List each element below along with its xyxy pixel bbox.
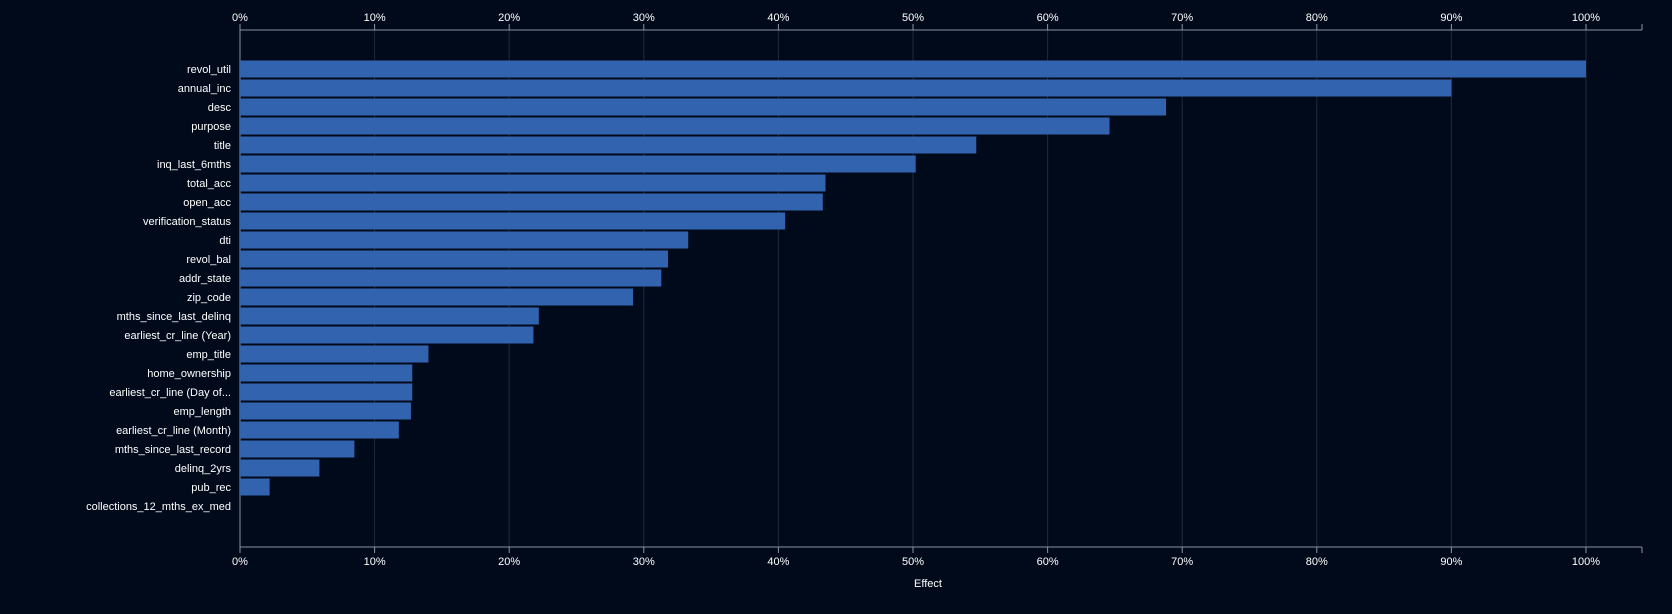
category-label: mths_since_last_record [115, 444, 231, 456]
top-tick-label: 10% [364, 12, 386, 24]
top-tick-label: 20% [498, 12, 520, 24]
category-label: desc [208, 102, 232, 114]
bar[interactable] [240, 136, 977, 154]
top-tick-label: 100% [1572, 12, 1600, 24]
bottom-tick-label: 60% [1037, 556, 1059, 568]
bottom-tick-label: 90% [1440, 556, 1462, 568]
category-label: pub_rec [191, 482, 231, 494]
category-label: revol_util [187, 64, 231, 76]
top-tick-label: 90% [1440, 12, 1462, 24]
category-label: inq_last_6mths [157, 159, 231, 171]
category-label: earliest_cr_line (Day of... [109, 387, 231, 399]
bottom-tick-label: 20% [498, 556, 520, 568]
category-label: purpose [191, 121, 231, 133]
bar[interactable] [240, 174, 826, 192]
category-label: zip_code [187, 292, 231, 304]
top-tick-label: 50% [902, 12, 924, 24]
bottom-tick-label: 100% [1572, 556, 1600, 568]
category-label: open_acc [183, 197, 231, 209]
category-label: verification_status [143, 216, 232, 228]
category-label: mths_since_last_delinq [117, 311, 231, 323]
category-label: dti [219, 235, 231, 247]
x-axis-title: Effect [914, 578, 942, 590]
bar[interactable] [240, 212, 786, 230]
category-label: emp_title [186, 349, 231, 361]
category-label: total_acc [187, 178, 232, 190]
gridlines [239, 30, 1587, 547]
bar[interactable] [240, 155, 916, 173]
bottom-tick-label: 10% [364, 556, 386, 568]
top-tick-label: 40% [767, 12, 789, 24]
bar[interactable] [240, 98, 1167, 116]
category-label: delinq_2yrs [175, 463, 232, 475]
bottom-tick-label: 30% [633, 556, 655, 568]
category-label: title [214, 140, 231, 152]
bar[interactable] [240, 402, 411, 420]
top-tick-label: 60% [1037, 12, 1059, 24]
bar[interactable] [240, 79, 1452, 97]
bar[interactable] [240, 250, 669, 268]
bar[interactable] [240, 231, 689, 249]
bottom-tick-label: 40% [767, 556, 789, 568]
bottom-tick-label: 50% [902, 556, 924, 568]
bar[interactable] [240, 383, 413, 401]
bar[interactable] [240, 421, 399, 439]
top-tick-label: 30% [633, 12, 655, 24]
bottom-tick-label: 0% [232, 556, 248, 568]
bar[interactable] [240, 60, 1586, 78]
bar[interactable] [240, 117, 1110, 135]
bar[interactable] [240, 364, 413, 382]
bar[interactable] [240, 440, 355, 458]
bottom-axis-ticks: 0% 10% 20% 30% 40% 50% 60% 70% 80% 90% 100% [232, 547, 1643, 568]
bar[interactable] [240, 269, 662, 287]
bar[interactable] [240, 459, 320, 477]
bar[interactable] [240, 326, 534, 344]
category-label: revol_bal [186, 254, 231, 266]
bar[interactable] [240, 288, 634, 306]
bottom-tick-label: 80% [1306, 556, 1328, 568]
bar[interactable] [240, 307, 539, 325]
top-tick-label: 0% [232, 12, 248, 24]
top-tick-label: 70% [1171, 12, 1193, 24]
category-label: earliest_cr_line (Year) [124, 330, 231, 342]
bar[interactable] [240, 345, 429, 363]
category-label: emp_length [174, 406, 232, 418]
category-label: annual_inc [178, 83, 232, 95]
bottom-tick-label: 70% [1171, 556, 1193, 568]
category-label: addr_state [179, 273, 231, 285]
top-axis-ticks: 0% 10% 20% 30% 40% 50% 60% 70% 80% 90% 100% [232, 12, 1643, 30]
category-label: earliest_cr_line (Month) [116, 425, 231, 437]
bar[interactable] [240, 193, 823, 211]
bar[interactable] [240, 478, 270, 496]
bars [240, 60, 1586, 496]
category-label: collections_12_mths_ex_med [86, 501, 231, 513]
top-tick-label: 80% [1306, 12, 1328, 24]
category-label: home_ownership [147, 368, 231, 380]
